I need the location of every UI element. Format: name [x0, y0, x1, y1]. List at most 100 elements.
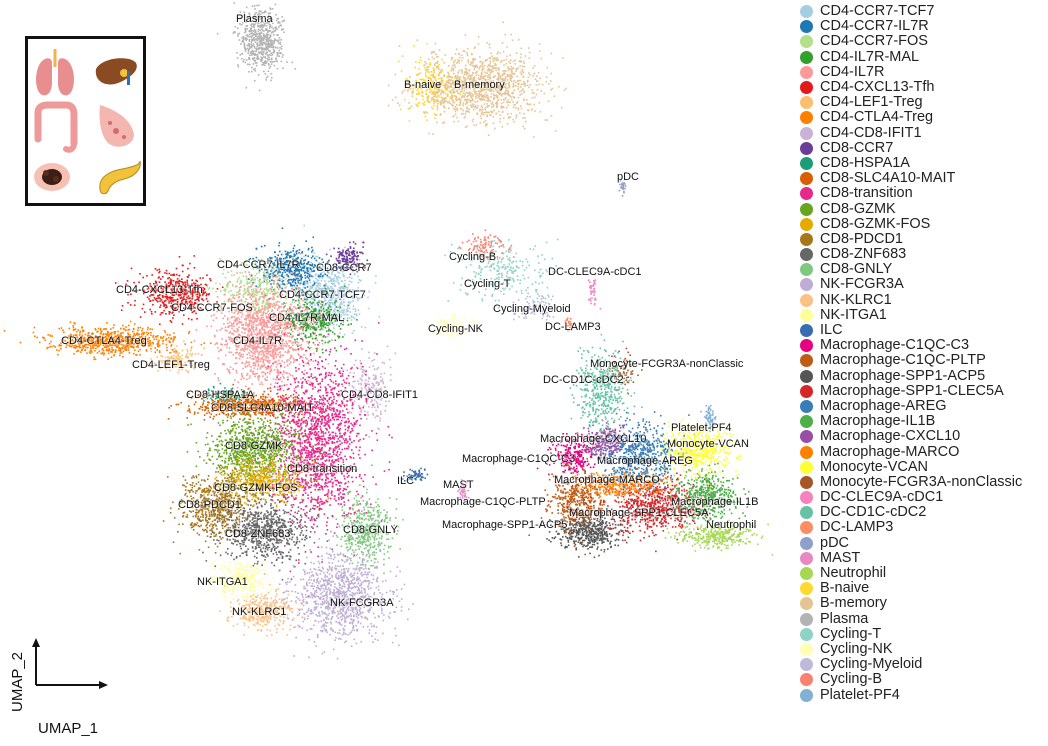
scatter-point: [312, 275, 315, 278]
scatter-point: [333, 277, 335, 280]
scatter-point: [342, 270, 344, 273]
scatter-point: [352, 316, 355, 319]
scatter-point: [342, 286, 344, 288]
scatter-point: [300, 292, 303, 294]
scatter-point: [278, 271, 281, 273]
scatter-point: [240, 263, 243, 265]
scatter-point: [229, 336, 232, 339]
scatter-point: [161, 355, 164, 358]
scatter-point: [264, 292, 266, 294]
scatter-point: [314, 298, 316, 300]
scatter-point: [322, 315, 325, 317]
scatter-point: [311, 249, 314, 252]
scatter-point: [269, 414, 272, 417]
scatter-point: [141, 307, 144, 310]
scatter-point: [390, 373, 392, 376]
scatter-point: [332, 270, 334, 273]
scatter-point: [231, 274, 233, 277]
scatter-point: [314, 307, 317, 310]
scatter-point: [388, 358, 391, 361]
scatter-point: [223, 289, 225, 292]
scatter-point: [298, 287, 301, 289]
scatter-point: [187, 355, 189, 358]
scatter-point: [254, 263, 257, 265]
scatter-point: [159, 297, 161, 300]
scatter-point: [339, 295, 342, 298]
scatter-point: [292, 358, 295, 360]
scatter-point: [313, 315, 316, 317]
scatter-point: [288, 345, 290, 347]
scatter-point: [278, 258, 281, 261]
scatter-point: [314, 343, 316, 346]
scatter-point: [256, 291, 259, 293]
scatter-point: [311, 303, 314, 305]
scatter-point: [265, 347, 267, 350]
scatter-point: [328, 322, 331, 324]
scatter-point: [298, 264, 301, 267]
scatter-point: [329, 306, 331, 308]
scatter-point: [196, 298, 198, 301]
scatter-point: [291, 273, 294, 276]
scatter-point: [360, 409, 363, 412]
scatter-point: [310, 315, 313, 318]
scatter-point: [238, 326, 240, 329]
scatter-point: [300, 259, 302, 262]
scatter-point: [335, 263, 338, 265]
scatter-point: [137, 327, 139, 329]
scatter-point: [354, 243, 357, 245]
scatter-point: [74, 322, 76, 325]
scatter-point: [239, 355, 242, 357]
scatter-point: [255, 288, 257, 290]
scatter-point: [321, 348, 324, 351]
scatter-point: [289, 278, 291, 281]
scatter-point: [252, 362, 255, 364]
scatter-point: [311, 275, 313, 278]
scatter-point: [297, 320, 300, 323]
scatter-point: [147, 326, 149, 329]
scatter-point: [196, 280, 199, 283]
scatter-point: [304, 265, 306, 268]
scatter-point: [259, 311, 261, 313]
scatter-point: [108, 348, 111, 350]
scatter-point: [291, 310, 293, 313]
scatter-point: [115, 349, 117, 351]
scatter-point: [248, 324, 251, 326]
scatter-point: [272, 357, 274, 360]
scatter-point: [303, 270, 306, 273]
scatter-point: [236, 272, 238, 274]
scatter-point: [318, 282, 320, 284]
scatter-point: [298, 279, 301, 281]
scatter-point: [278, 244, 280, 247]
scatter-point: [352, 380, 355, 383]
scatter-point: [247, 286, 250, 288]
scatter-point: [224, 354, 227, 357]
scatter-point: [275, 268, 278, 270]
scatter-point: [303, 255, 305, 258]
scatter-point: [345, 253, 348, 255]
scatter-point: [346, 319, 349, 322]
scatter-point: [315, 327, 318, 329]
scatter-point: [313, 257, 316, 260]
scatter-point: [317, 275, 320, 278]
scatter-point: [274, 293, 277, 295]
scatter-point: [258, 297, 261, 300]
scatter-point: [278, 359, 280, 362]
scatter-point: [248, 274, 251, 276]
scatter-point: [256, 346, 258, 349]
scatter-point: [252, 291, 255, 294]
scatter-point: [311, 307, 313, 310]
scatter-point: [246, 278, 248, 281]
scatter-point: [270, 347, 273, 349]
scatter-point: [180, 297, 182, 299]
scatter-point: [50, 340, 52, 343]
scatter-point: [296, 269, 299, 272]
scatter-point: [292, 258, 294, 260]
scatter-point: [247, 289, 250, 291]
scatter-point: [373, 368, 376, 371]
scatter-point: [306, 309, 308, 311]
scatter-point: [357, 380, 359, 382]
scatter-point: [283, 263, 286, 266]
scatter-point: [315, 287, 317, 290]
scatter-point: [282, 327, 285, 330]
scatter-point: [308, 274, 311, 276]
